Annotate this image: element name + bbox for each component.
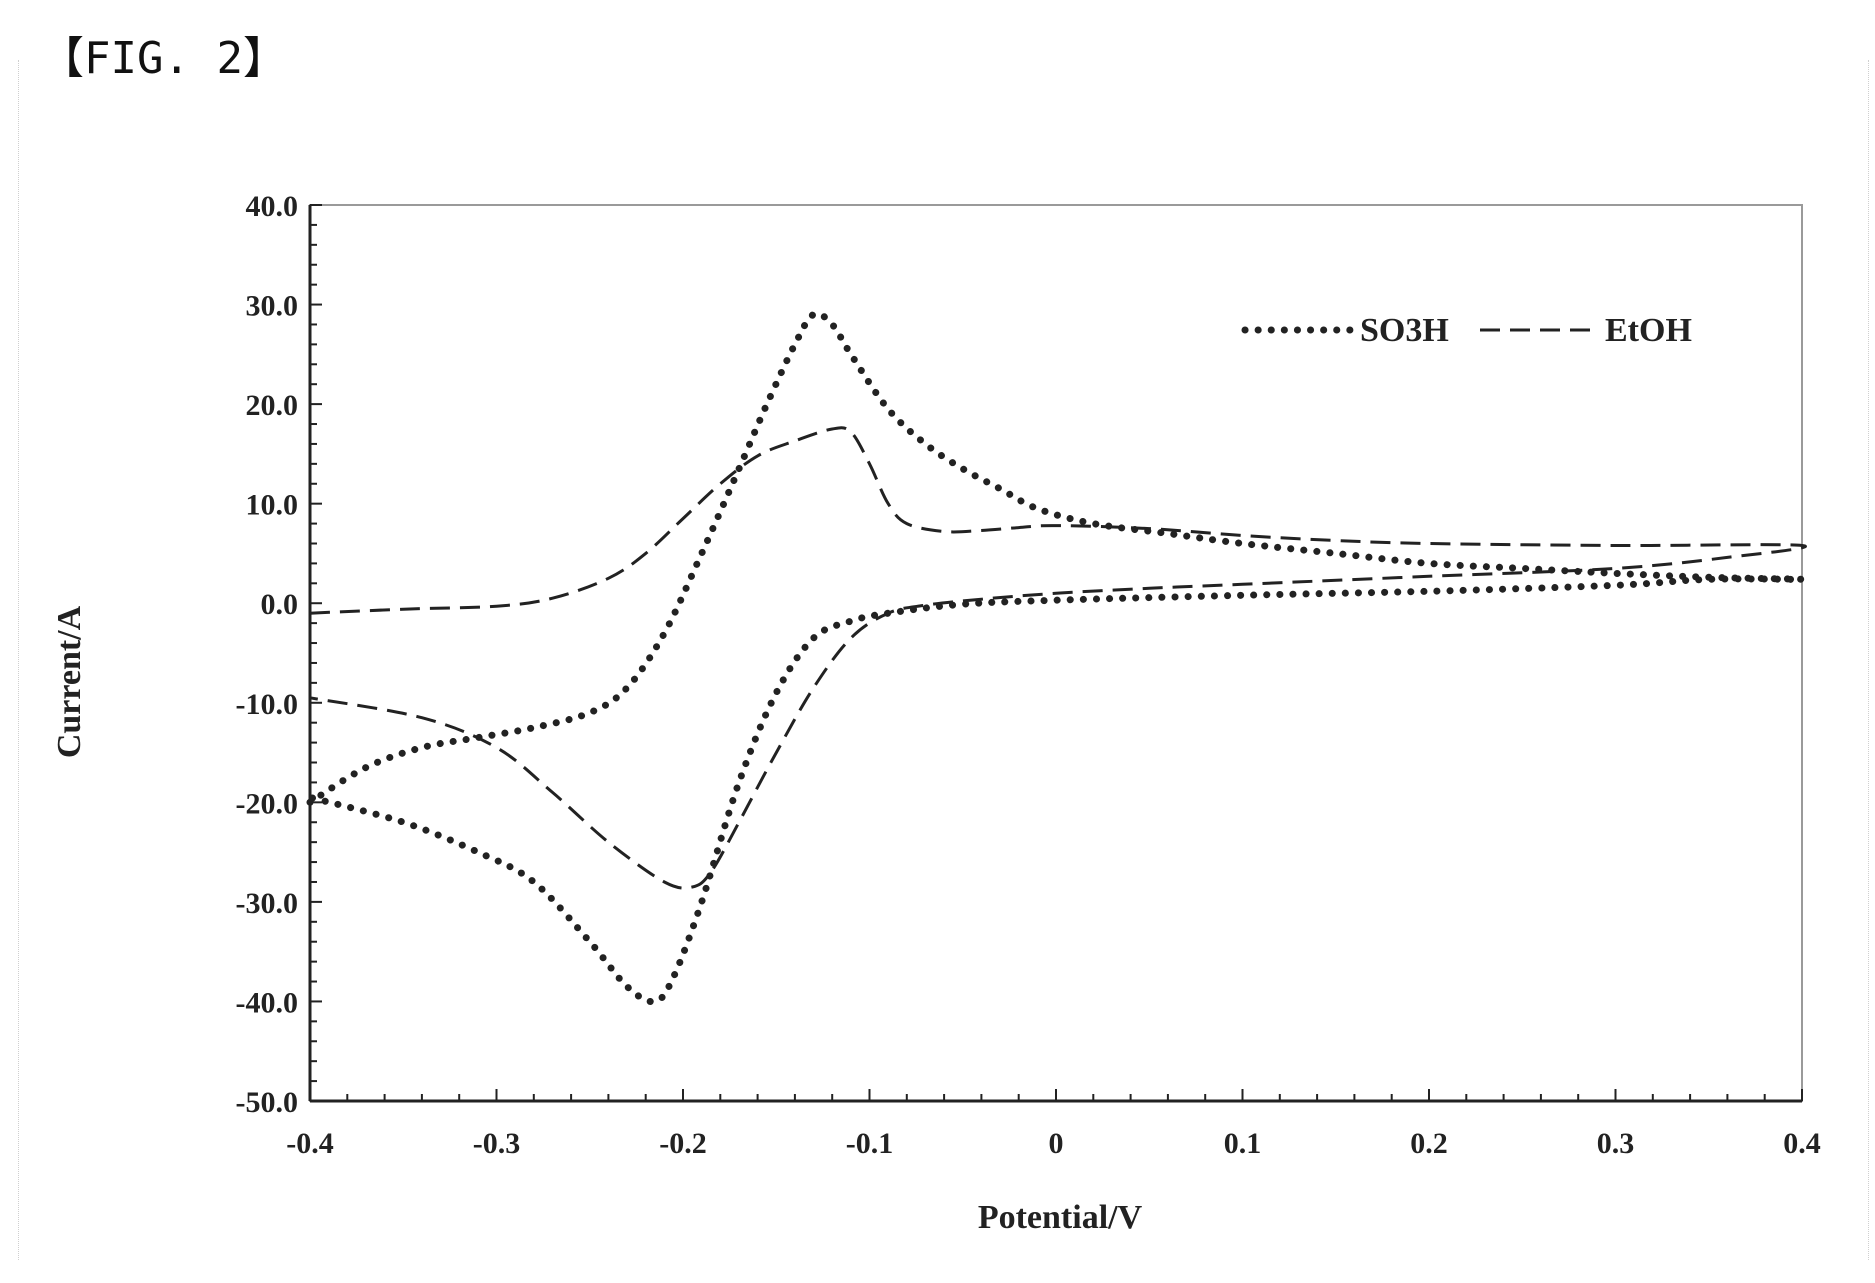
axes-group: 40.0 30.0 20.0 10.0 0.0 -10.0 -20.0 -30.0 -40.0 -… [236,190,1821,1160]
x-tick-label: 0 [1049,1127,1064,1160]
page-border-left [18,60,19,1260]
series-line-so3h [306,310,1806,1006]
figure-label: 【FIG. 2】 [40,33,287,84]
series-line-etoh [309,426,1807,890]
x-tick-label: 0.2 [1410,1127,1448,1160]
y-tick-label: 30.0 [246,290,299,323]
x-axis-label: Potential/V [978,1199,1143,1236]
legend: SO3H EtOH [1241,312,1692,349]
x-tick-label: -0.4 [286,1127,334,1160]
y-tick-label: 0.0 [261,588,299,621]
y-tick-label: 10.0 [246,489,299,522]
y-tick-label: -30.0 [236,887,299,920]
series-group [306,310,1807,1006]
x-tick-label: 0.3 [1597,1127,1635,1160]
y-tick-label: -10.0 [236,688,299,721]
x-tick-label: -0.2 [659,1127,707,1160]
y-axis-label: Current/A [51,605,88,758]
y-tick-label: 40.0 [246,190,299,223]
legend-label-etoh: EtOH [1605,312,1692,349]
legend-label-so3h: SO3H [1360,312,1449,349]
x-tick-label: 0.4 [1783,1127,1821,1160]
y-tick-label: -20.0 [236,787,299,820]
y-tick-label: -40.0 [236,986,299,1019]
x-tick-label: -0.1 [846,1127,894,1160]
y-tick-label: -50.0 [236,1086,299,1119]
plot-frame [309,204,1803,1102]
x-tick-label: -0.3 [473,1127,521,1160]
x-tick-label: 0.1 [1224,1127,1262,1160]
y-tick-label: 20.0 [246,389,299,422]
page-border-right [1868,60,1869,1260]
